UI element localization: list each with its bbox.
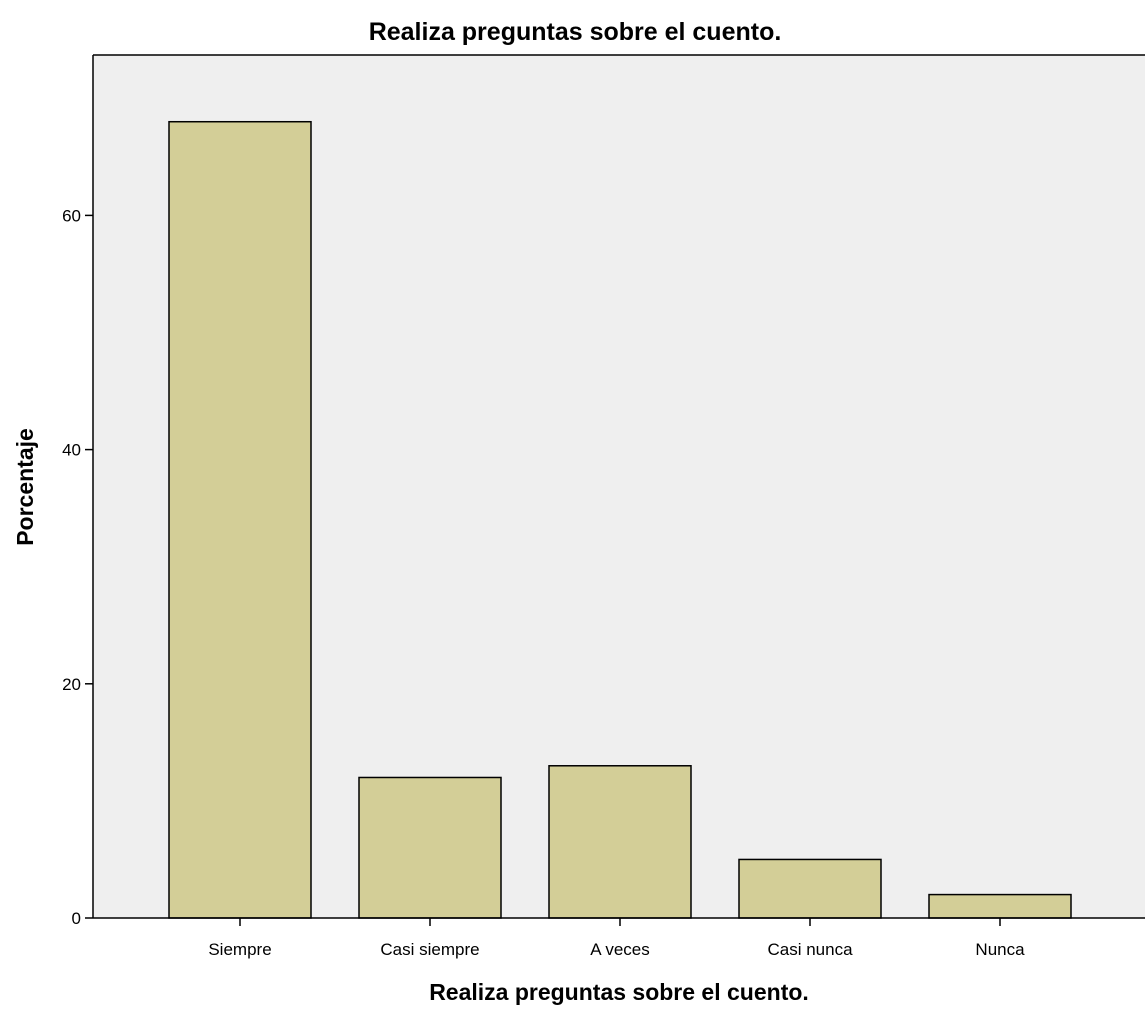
x-axis-ticks: Siempre Casi siempre A veces Casi nunca Nunc…: [208, 918, 1025, 959]
x-axis-label: Realiza preguntas sobre el cuento.: [429, 979, 809, 1005]
y-tick-label: 40: [62, 441, 81, 460]
x-tick-label: Siempre: [208, 940, 271, 959]
bar-casi-siempre: [358, 776, 502, 919]
y-axis-ticks: 0 20 40 60: [62, 206, 93, 928]
bar-casi-nunca: [738, 858, 882, 919]
bar-nunca: [928, 893, 1072, 919]
x-tick-label: Nunca: [975, 940, 1025, 959]
x-tick-label: Casi nunca: [767, 940, 853, 959]
y-tick-label: 0: [72, 909, 81, 928]
chart-title: Realiza preguntas sobre el cuento.: [369, 18, 782, 46]
y-tick-label: 20: [62, 675, 81, 694]
bars-group: [168, 120, 1072, 919]
y-tick-label: 60: [62, 206, 81, 225]
bar-siempre: [168, 120, 312, 919]
bar-a-veces: [548, 765, 692, 919]
x-tick-label: A veces: [590, 940, 650, 959]
x-tick-label: Casi siempre: [380, 940, 479, 959]
y-axis-label: Porcentaje: [12, 428, 38, 546]
